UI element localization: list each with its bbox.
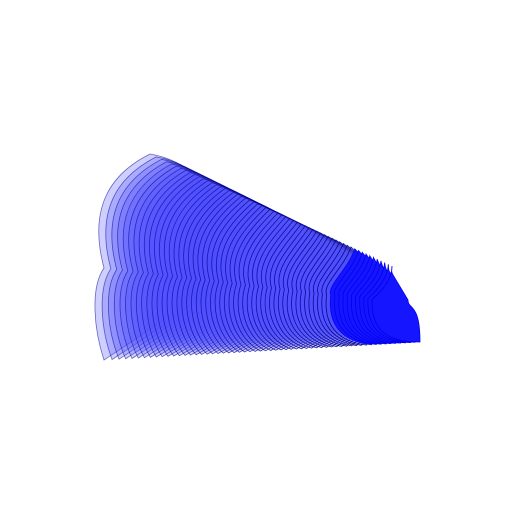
ribbon-slice: [141, 172, 271, 358]
ribbon-slice: [146, 174, 276, 358]
ribbon-slice: [151, 176, 280, 357]
ribbon-slice: [186, 190, 309, 355]
ribbon-slice: [113, 161, 248, 360]
ribbon-slice: [119, 163, 253, 359]
ribbon-slice: [195, 193, 317, 354]
ribbon-curves: [94, 153, 421, 361]
ribbon-slice: [251, 216, 358, 351]
ribbon-slice: [371, 265, 421, 343]
ribbon-slice: [205, 197, 325, 354]
ribbon-slice: [156, 178, 284, 357]
ribbon-slice: [191, 192, 313, 355]
ribbon-slice: [237, 210, 349, 352]
